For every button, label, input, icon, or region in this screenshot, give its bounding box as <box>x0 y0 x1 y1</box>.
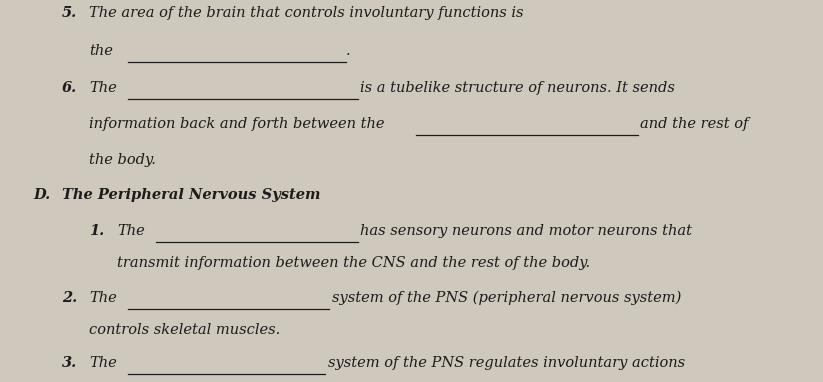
Text: system of the PNS (peripheral nervous system): system of the PNS (peripheral nervous sy… <box>332 290 681 305</box>
Text: The area of the brain that controls involuntary functions is: The area of the brain that controls invo… <box>89 6 523 20</box>
Text: The: The <box>89 81 117 95</box>
Text: information back and forth between the: information back and forth between the <box>89 117 384 131</box>
Text: the: the <box>89 44 113 58</box>
Text: transmit information between the CNS and the rest of the body.: transmit information between the CNS and… <box>117 256 590 270</box>
Text: is a tubelike structure of neurons. It sends: is a tubelike structure of neurons. It s… <box>360 81 676 95</box>
Text: 5.: 5. <box>62 6 77 20</box>
Text: the body.: the body. <box>89 153 156 167</box>
Text: 6.: 6. <box>62 81 77 95</box>
Text: 3.: 3. <box>62 356 77 370</box>
Text: system of the PNS regulates involuntary actions: system of the PNS regulates involuntary … <box>328 356 685 370</box>
Text: controls skeletal muscles.: controls skeletal muscles. <box>89 323 280 337</box>
Text: The: The <box>117 224 145 238</box>
Text: and the rest of: and the rest of <box>640 117 749 131</box>
Text: has sensory neurons and motor neurons that: has sensory neurons and motor neurons th… <box>360 224 692 238</box>
Text: 1.: 1. <box>89 224 105 238</box>
Text: The: The <box>89 291 117 305</box>
Text: .: . <box>346 44 351 58</box>
Text: The Peripheral Nervous System: The Peripheral Nervous System <box>62 188 320 202</box>
Text: D.: D. <box>33 188 50 202</box>
Text: The: The <box>89 356 117 370</box>
Text: 2.: 2. <box>62 291 77 305</box>
